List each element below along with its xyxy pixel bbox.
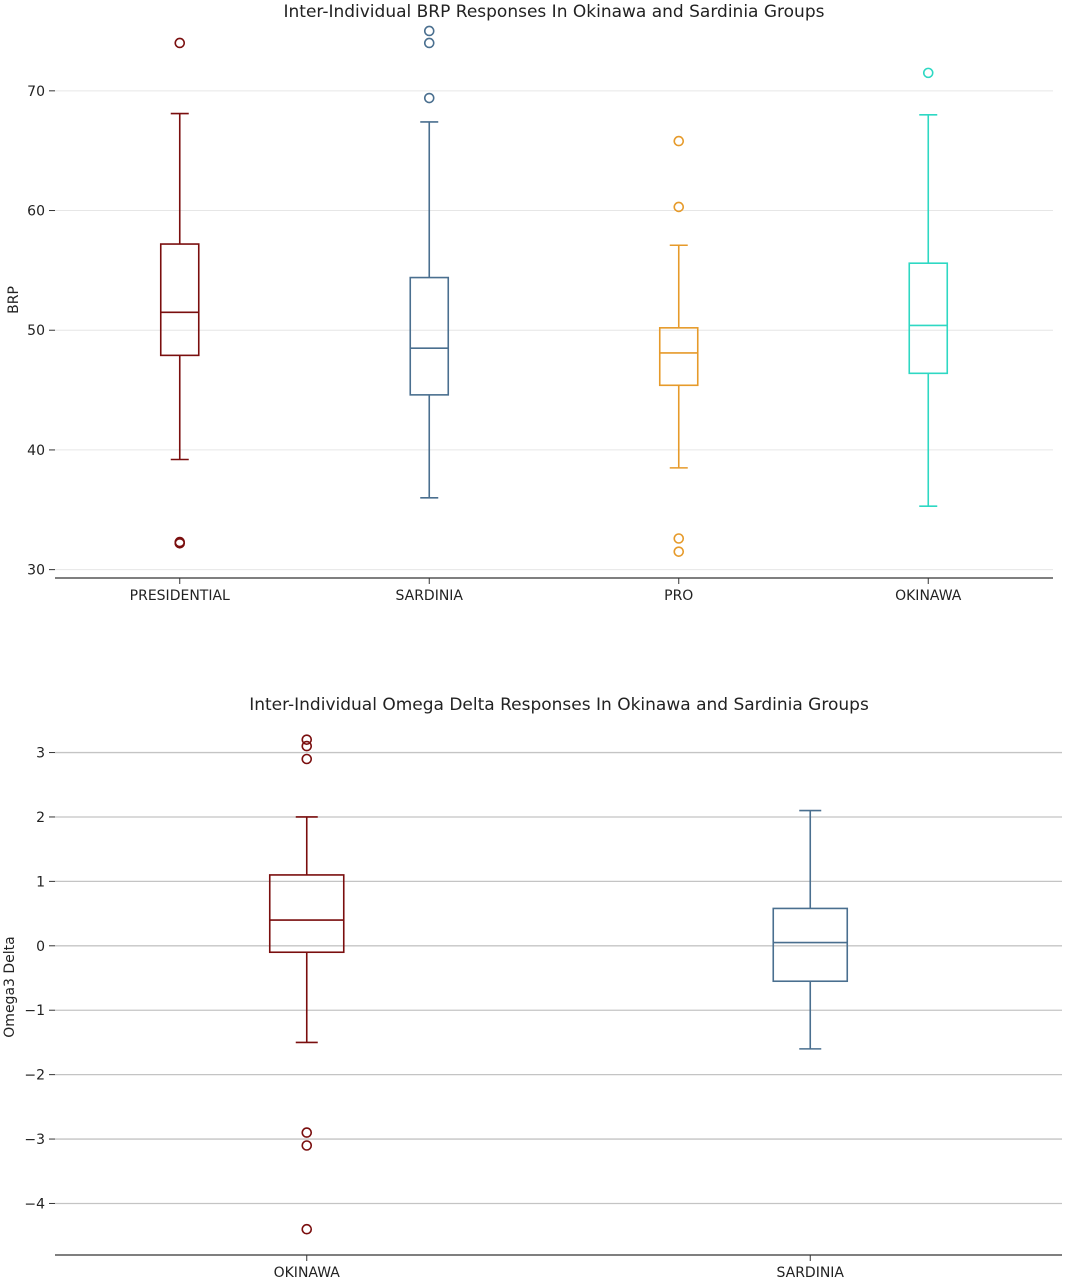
y-tick-label: 0 xyxy=(36,939,45,955)
y-tick-label: 70 xyxy=(27,84,45,100)
outlier-point xyxy=(673,201,685,213)
iqr-box xyxy=(409,276,450,396)
y-tick-label: 1 xyxy=(36,874,45,890)
omega-delta-boxplot-chart: Inter-Individual Omega Delta Responses I… xyxy=(2,695,1062,1280)
y-tick-label: −3 xyxy=(24,1132,45,1148)
outlier-point xyxy=(673,533,685,544)
x-tick-label: OKINAWA xyxy=(895,588,962,604)
y-ticks: 3 2 1 0 −1 −2 −3 −4 xyxy=(24,746,55,1212)
box-sardinia xyxy=(409,25,450,499)
box-okinawa xyxy=(268,734,345,1235)
y-tick-label: 50 xyxy=(27,323,45,339)
y-tick-label: −2 xyxy=(24,1068,45,1084)
outlier-point xyxy=(922,67,934,79)
box-series xyxy=(268,734,849,1235)
y-ticks: 30 40 50 60 70 xyxy=(27,84,55,579)
y-tick-label: −1 xyxy=(24,1003,45,1019)
iqr-box xyxy=(772,907,849,983)
grid-lines xyxy=(55,751,1062,1205)
outlier-point xyxy=(673,546,685,557)
x-tick-label: PRO xyxy=(664,588,693,604)
chart-title: Inter-Individual Omega Delta Responses I… xyxy=(249,695,869,715)
outlier-point xyxy=(301,734,313,745)
x-ticks: OKINAWA SARDINIA xyxy=(274,1255,844,1280)
iqr-box xyxy=(658,327,699,387)
y-tick-label: 60 xyxy=(27,204,45,220)
outlier-point xyxy=(301,753,313,765)
x-ticks: PRESIDENTIAL SARDINIA PRO OKINAWA xyxy=(130,578,962,604)
y-tick-label: −4 xyxy=(24,1196,45,1212)
y-tick-label: 30 xyxy=(27,563,45,579)
x-tick-label: PRESIDENTIAL xyxy=(130,588,230,604)
iqr-box xyxy=(908,262,949,375)
outlier-point xyxy=(673,135,685,147)
x-tick-label: SARDINIA xyxy=(395,588,463,604)
brp-boxplot-chart: Inter-Individual BRP Responses In Okinaw… xyxy=(6,2,1053,604)
y-axis-label: BRP xyxy=(6,286,22,314)
box-okinawa xyxy=(908,67,949,507)
outlier-point xyxy=(423,37,435,49)
box-sardinia xyxy=(772,809,849,1050)
y-tick-label: 2 xyxy=(36,810,45,826)
y-tick-label: 40 xyxy=(27,443,45,459)
outlier-point xyxy=(301,1140,313,1151)
outlier-point xyxy=(301,1127,313,1138)
chart-title: Inter-Individual BRP Responses In Okinaw… xyxy=(284,2,825,22)
box-series xyxy=(159,25,949,557)
grid-lines xyxy=(55,90,1053,571)
iqr-box xyxy=(268,874,345,954)
outlier-point xyxy=(301,1223,313,1235)
y-axis-label: Omega3 Delta xyxy=(2,936,18,1037)
box-presidential xyxy=(159,37,200,549)
outlier-point xyxy=(423,92,435,104)
y-tick-label: 3 xyxy=(36,746,45,762)
outlier-point xyxy=(174,537,186,549)
x-tick-label: SARDINIA xyxy=(776,1265,844,1280)
iqr-box xyxy=(159,243,200,357)
outlier-point xyxy=(174,37,186,49)
outlier-point xyxy=(301,740,313,752)
box-pro xyxy=(658,135,699,557)
x-tick-label: OKINAWA xyxy=(274,1265,341,1280)
outlier-point xyxy=(423,25,435,37)
